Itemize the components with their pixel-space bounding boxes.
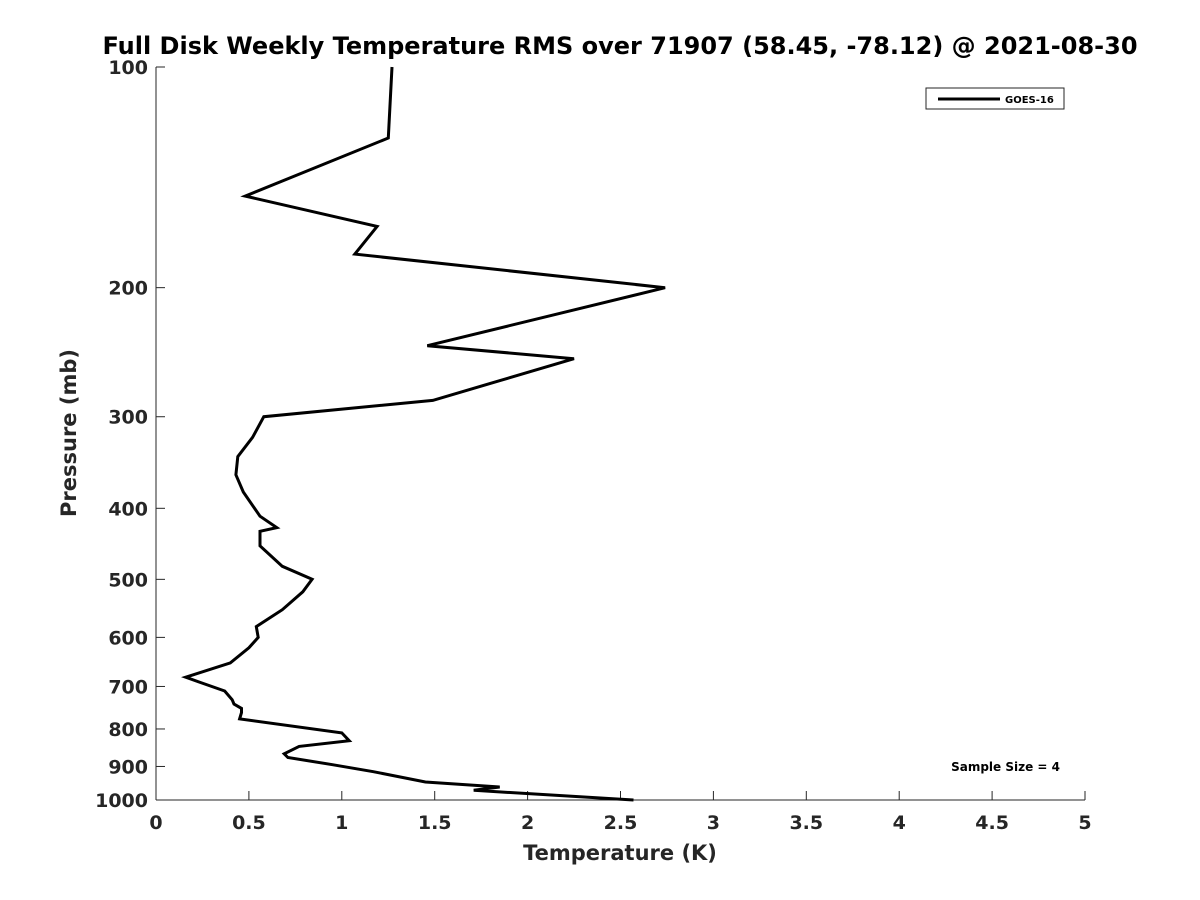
y-tick-label: 1000 bbox=[95, 790, 148, 812]
x-tick-label: 5 bbox=[1078, 812, 1091, 834]
y-tick-label: 500 bbox=[108, 569, 148, 591]
y-tick-label: 800 bbox=[108, 719, 148, 741]
y-tick-label: 600 bbox=[108, 627, 148, 649]
x-tick-label: 4.5 bbox=[975, 812, 1009, 834]
x-axis-ticks: 0 0.5 1 1.5 2 2.5 3 3.5 4 4.5 5 bbox=[149, 791, 1092, 834]
y-tick-label: 700 bbox=[108, 676, 148, 698]
x-tick-label: 4 bbox=[893, 812, 906, 834]
legend: GOES-16 bbox=[925, 87, 1065, 110]
x-tick-label: 2 bbox=[521, 812, 534, 834]
y-axis-label: Pressure (mb) bbox=[57, 349, 81, 517]
y-axis-ticks: 100 200 300 400 500 600 700 800 900 1000 bbox=[95, 57, 165, 812]
y-tick-label: 400 bbox=[108, 498, 148, 520]
x-tick-label: 0.5 bbox=[232, 812, 266, 834]
chart-title: Full Disk Weekly Temperature RMS over 71… bbox=[102, 32, 1137, 60]
sample-size-annotation: Sample Size = 4 bbox=[951, 760, 1060, 774]
x-tick-label: 2.5 bbox=[604, 812, 638, 834]
y-tick-label: 100 bbox=[108, 57, 148, 79]
series-layer bbox=[181, 66, 666, 802]
x-tick-label: 1.5 bbox=[418, 812, 452, 834]
x-tick-label: 3 bbox=[707, 812, 720, 834]
y-tick-label: 200 bbox=[108, 278, 148, 300]
x-tick-label: 1 bbox=[335, 812, 348, 834]
legend-entry-goes-16: GOES-16 bbox=[1005, 95, 1054, 106]
x-tick-label: 3.5 bbox=[789, 812, 823, 834]
y-tick-label: 900 bbox=[108, 756, 148, 778]
series-line-goes-16 bbox=[181, 66, 666, 802]
y-tick-label: 300 bbox=[108, 407, 148, 429]
x-axis-label: Temperature (K) bbox=[523, 841, 717, 865]
x-tick-label: 0 bbox=[149, 812, 162, 834]
